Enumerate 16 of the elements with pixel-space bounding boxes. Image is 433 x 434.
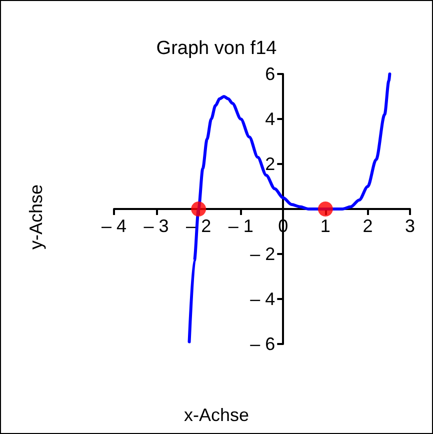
x-tick-label: 3 (404, 216, 416, 236)
y-axis-title: y-Achse (26, 184, 46, 250)
x-tick-label: – 1 (228, 216, 254, 236)
y-tick-label: 2 (265, 154, 276, 174)
y-tick-label: – 4 (250, 289, 276, 309)
x-tick-label: 2 (362, 216, 373, 236)
y-tick-label: – 2 (250, 244, 276, 264)
x-tick-label: – 3 (144, 216, 169, 236)
y-tick-label: 4 (265, 109, 276, 129)
chart-title: Graph von f14 (156, 38, 278, 59)
x-tick-label: 1 (320, 216, 330, 236)
x-axis-title: x-Achse (184, 405, 250, 425)
x-tick-label: – 2 (186, 216, 212, 236)
y-tick-label: 6 (265, 64, 276, 84)
y-tick-label: – 6 (250, 334, 276, 354)
x-tick-label: – 4 (101, 216, 127, 236)
